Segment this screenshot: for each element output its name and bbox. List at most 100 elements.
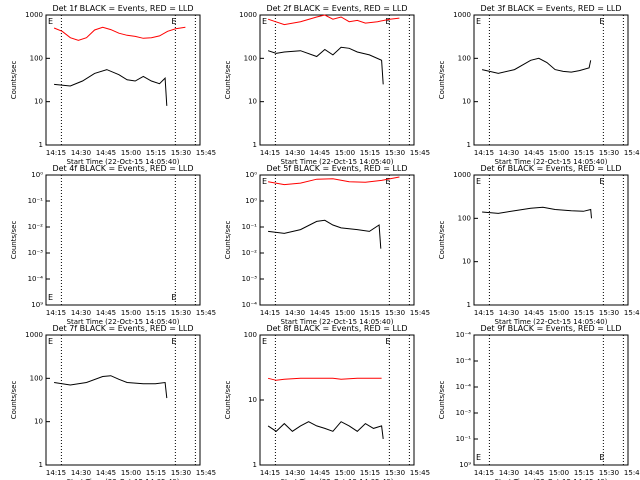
plot-frame [473, 334, 629, 466]
plot-frame [473, 14, 629, 146]
panel-8: Det 8f BLACK = Events, RED = LLD 1 10 100 14… [224, 324, 430, 480]
plot-frame [259, 14, 415, 146]
x-tick-label: 15:30 [385, 149, 405, 157]
flag-label: E [48, 17, 53, 26]
x-tick-label: 15:00 [121, 309, 141, 317]
y-tick-label: 10⁻⁴ [456, 383, 472, 391]
flag-label: E [262, 177, 267, 186]
x-tick-label: 15:00 [549, 469, 569, 477]
flag-label: E [48, 337, 53, 346]
flag-label: E [262, 337, 267, 346]
plot-frame [259, 334, 415, 466]
y-tick-label: 1 [253, 141, 257, 149]
x-tick-label: 14:15 [474, 149, 494, 157]
x-tick-label: 14:30 [499, 149, 519, 157]
y-tick-label: 1 [39, 461, 43, 469]
x-tick-label: 15:45 [196, 309, 216, 317]
y-tick-label: 1000 [453, 11, 471, 19]
y-tick-label: 10 [34, 418, 43, 426]
y-tick-label: 100 [30, 54, 43, 62]
y-tick-label: 10⁹ [459, 461, 471, 469]
x-tick-label: 15:45 [410, 469, 430, 477]
y-tick-label: 1 [39, 141, 43, 149]
series-events-line [267, 46, 384, 85]
y-tick-label: 10⁻² [242, 249, 258, 257]
x-tick-label: 15:15 [360, 469, 380, 477]
flag-label: E [385, 177, 390, 186]
series-lld-line [267, 14, 400, 26]
x-tick-label: 15:30 [385, 309, 405, 317]
x-tick-label: 15:15 [146, 309, 166, 317]
series-lld-line [267, 377, 382, 381]
series-events-line [267, 421, 384, 439]
x-tick-label: 14:45 [524, 309, 544, 317]
panel-title: Det 3f BLACK = Events, RED = LLD [480, 4, 621, 13]
panel-6: Det 6f BLACK = Events, RED = LLD 1 10 100 10… [438, 164, 640, 326]
panel-5: Det 5f BLACK = Events, RED = LLD 10⁻⁴ 10⁻³… [224, 164, 430, 326]
y-tick-label: 10 [248, 98, 257, 106]
x-tick-label: 14:15 [260, 309, 280, 317]
x-tick-label: 14:15 [46, 149, 66, 157]
y-tick-label: 10⁻² [28, 223, 44, 231]
x-tick-label: 15:00 [549, 149, 569, 157]
y-tick-label: 100 [30, 374, 43, 382]
x-tick-label: 15:30 [171, 469, 191, 477]
plot-frame [259, 174, 415, 306]
plot-frame [473, 174, 629, 306]
y-tick-label: 10 [248, 396, 257, 404]
x-tick-label: 15:00 [549, 309, 569, 317]
panel-title: Det 4f BLACK = Events, RED = LLD [52, 164, 193, 173]
panel-title: Det 1f BLACK = Events, RED = LLD [52, 4, 193, 13]
flag-label: E [599, 177, 604, 186]
x-tick-label: 15:00 [335, 149, 355, 157]
x-tick-label: 14:45 [96, 149, 116, 157]
y-tick-label: 1000 [453, 171, 471, 179]
x-tick-label: 15:45 [196, 149, 216, 157]
y-tick-label: 10 [34, 98, 43, 106]
series-lld-line [53, 26, 186, 41]
x-axis-label: Start Time (22-Oct-15 14:05:40) [67, 478, 180, 480]
x-tick-label: 15:00 [121, 469, 141, 477]
y-tick-label: 10⁹ [31, 301, 43, 309]
panel-3: Det 3f BLACK = Events, RED = LLD 1 10 100 10… [438, 4, 640, 166]
x-tick-label: 15:45 [624, 149, 640, 157]
y-tick-label: 10⁻³ [28, 249, 44, 257]
x-axis-label: Start Time (22-Oct-15 14:05:40) [67, 158, 180, 166]
x-tick-label: 15:45 [196, 469, 216, 477]
y-axis-label: Counts/sec [438, 381, 446, 420]
flag-label: E [48, 293, 53, 302]
series-events-line [481, 57, 592, 74]
x-tick-label: 14:30 [285, 469, 305, 477]
y-tick-label: 10 [462, 258, 471, 266]
y-tick-label: 1000 [25, 331, 43, 339]
x-tick-label: 15:30 [599, 149, 619, 157]
plot-frame [45, 334, 201, 466]
x-axis-label: Start Time (22-Oct-15 14:05:40) [495, 478, 608, 480]
x-tick-label: 14:15 [260, 149, 280, 157]
x-tick-label: 15:45 [410, 149, 430, 157]
x-tick-label: 15:15 [146, 469, 166, 477]
x-tick-label: 15:15 [574, 469, 594, 477]
y-tick-label: 10⁻³ [242, 275, 258, 283]
x-tick-label: 14:30 [285, 309, 305, 317]
panel-title: Det 2f BLACK = Events, RED = LLD [266, 4, 407, 13]
y-axis-label: Counts/sec [438, 221, 446, 260]
y-tick-label: 10⁻¹ [28, 197, 44, 205]
y-axis-label: Counts/sec [224, 381, 232, 420]
x-tick-label: 15:30 [599, 309, 619, 317]
y-axis-label: Counts/sec [10, 221, 18, 260]
x-tick-label: 14:45 [96, 469, 116, 477]
series-events-line [54, 375, 168, 399]
x-axis-label: Start Time (22-Oct-15 14:05:40) [495, 318, 608, 326]
x-tick-label: 14:15 [474, 309, 494, 317]
series-lld-line [268, 176, 400, 186]
y-axis-label: Counts/sec [224, 61, 232, 100]
x-axis-label: Start Time (22-Oct-15 14:05:40) [67, 318, 180, 326]
series-events-line [482, 206, 592, 219]
y-axis-label: Counts/sec [10, 381, 18, 420]
panel-title: Det 7f BLACK = Events, RED = LLD [52, 324, 193, 333]
y-tick-label: 10⁻⁴ [242, 301, 258, 309]
flag-label: E [599, 17, 604, 26]
x-tick-label: 14:30 [71, 469, 91, 477]
x-tick-label: 14:45 [310, 149, 330, 157]
